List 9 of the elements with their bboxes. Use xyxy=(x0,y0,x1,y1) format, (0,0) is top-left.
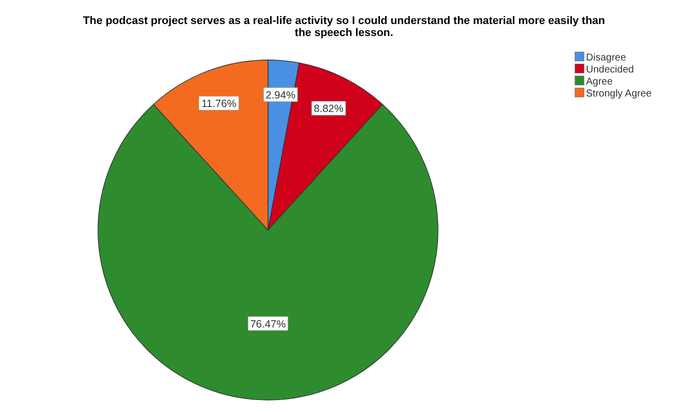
data-label: 11.76% xyxy=(201,98,236,110)
chart-title: The podcast project serves as a real-life activity so I could understand the material more easily than the speech lesson. xyxy=(82,15,606,39)
data-label: 76.47% xyxy=(250,318,286,330)
legend-label: Agree xyxy=(586,76,614,88)
legend-label: Disagree xyxy=(586,52,626,64)
legend-label: Undecided xyxy=(586,64,634,76)
legend-label: Strongly Agree xyxy=(586,88,652,100)
data-label: 2.94% xyxy=(266,90,296,102)
data-label: 8.82% xyxy=(314,103,344,116)
